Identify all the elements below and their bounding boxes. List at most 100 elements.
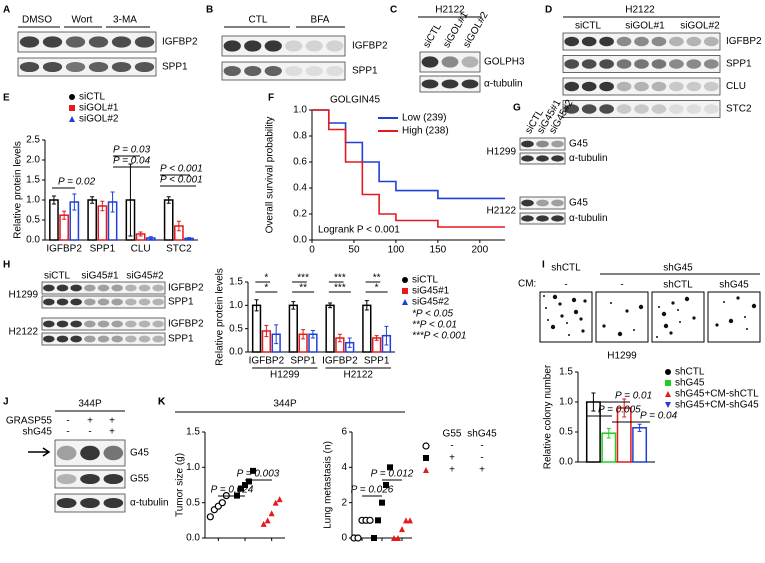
blot-band (669, 104, 684, 114)
blot-band (616, 81, 632, 92)
colony (560, 314, 564, 318)
blot-band (551, 155, 564, 162)
cell-label: H1299 (487, 147, 517, 158)
group-label: shCTL (551, 263, 581, 274)
blot-band (651, 59, 667, 69)
dot (375, 517, 381, 524)
band-label: IGFBP2 (168, 283, 204, 294)
colony-image (539, 291, 593, 343)
group-label: H1299 (270, 370, 300, 381)
legend-marker (69, 105, 75, 111)
blot-band (125, 320, 137, 328)
blot-band (56, 320, 69, 328)
blot-band (326, 65, 344, 77)
legend-marker (69, 116, 75, 122)
annotation: P < 0.001 (160, 175, 203, 186)
dot (407, 517, 413, 524)
panel-label: D (545, 5, 552, 16)
blot-band (65, 36, 86, 48)
blot (41, 332, 166, 346)
x-tick-label: 200 (471, 245, 488, 256)
blot-band (461, 79, 479, 89)
dot (366, 516, 374, 524)
blot-band (536, 215, 549, 222)
blot-band (536, 199, 549, 207)
blot-band (581, 104, 597, 114)
blot-band (152, 298, 164, 306)
bar (632, 427, 648, 463)
blot-band (536, 140, 549, 148)
error-bar (291, 301, 296, 310)
colony (663, 323, 669, 329)
x-tick-label: 100 (388, 245, 405, 256)
lane-label: siG45#1 (81, 271, 119, 282)
panel-label: B (206, 5, 213, 16)
legend-label: siG45#1 (412, 286, 450, 297)
band-label: SPP1 (168, 297, 194, 308)
legend-label: siCTL (79, 92, 106, 103)
annotation: P = 0.024 (211, 485, 254, 496)
dot (238, 485, 244, 492)
legend-marker (423, 467, 429, 473)
cell-label: H2122 (625, 5, 655, 16)
colony (684, 296, 690, 302)
y-tick-label: 2.0 (26, 155, 40, 166)
lane-label: siGOL#1 (625, 21, 665, 32)
blot-band (97, 298, 110, 306)
colony (751, 303, 757, 309)
lane-label: CTL (249, 15, 268, 26)
dot (391, 535, 397, 541)
sign: + (449, 453, 455, 464)
error-bar (606, 427, 611, 439)
dot (264, 517, 271, 524)
blot-band (19, 36, 40, 48)
panel-label: C (390, 5, 397, 16)
blot-band (244, 65, 262, 77)
colony (656, 336, 658, 338)
panel-label: I (542, 260, 545, 271)
error-bar (310, 330, 315, 339)
dot (403, 517, 409, 524)
cm-value: shCTL (663, 280, 693, 291)
error-bar (264, 324, 269, 338)
band-label: G45 (569, 139, 588, 150)
blot-band (441, 56, 459, 68)
legend-marker (665, 380, 671, 386)
error-bar (110, 191, 115, 213)
x-tick-label: 50 (348, 245, 360, 256)
dot (387, 464, 393, 471)
blot-band (125, 284, 137, 292)
x-tick-label: 150 (430, 245, 447, 256)
blot-band (134, 61, 155, 73)
blot-band (103, 445, 124, 461)
colony-image (651, 291, 705, 343)
row-label: GRASP55 (6, 416, 53, 427)
blot-band (43, 335, 55, 343)
blot-band (599, 59, 614, 69)
dot (218, 499, 226, 507)
blot-band (111, 298, 123, 306)
dot (268, 510, 275, 517)
band-label: IGFBP2 (726, 36, 762, 47)
dot (371, 535, 377, 541)
lane-label: siG45#2 (126, 271, 164, 282)
legend-marker (69, 94, 75, 100)
colony (723, 301, 725, 303)
x-tick-label: CLU (131, 244, 151, 255)
sign: + (109, 427, 115, 438)
colony (661, 311, 667, 317)
blot-band (152, 335, 164, 343)
y-tick-label: 1.0 (26, 195, 40, 206)
error-bar (72, 193, 77, 211)
legend-header: shG45 (467, 429, 497, 440)
band-label: G45 (130, 448, 149, 459)
y-tick-label: 4 (341, 462, 347, 473)
cm-value: shG45 (719, 280, 749, 291)
band-label: IGFBP2 (352, 41, 388, 52)
lane-label: siCTL (575, 21, 602, 32)
y-tick-label: 0 (341, 533, 347, 544)
lane-label: BFA (311, 15, 330, 26)
blot-band (97, 335, 110, 343)
colony (692, 316, 696, 320)
